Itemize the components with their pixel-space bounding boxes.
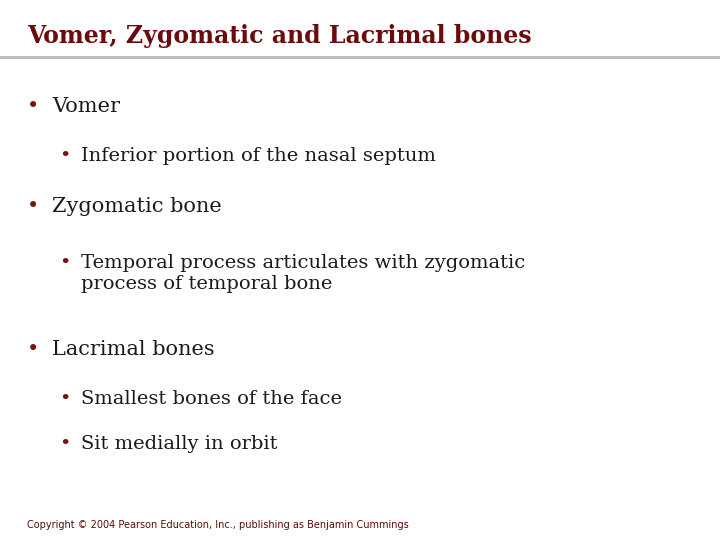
Text: Zygomatic bone: Zygomatic bone <box>52 197 222 216</box>
Text: Vomer, Zygomatic and Lacrimal bones: Vomer, Zygomatic and Lacrimal bones <box>27 24 532 48</box>
Text: •: • <box>27 340 40 359</box>
Text: Copyright © 2004 Pearson Education, Inc., publishing as Benjamin Cummings: Copyright © 2004 Pearson Education, Inc.… <box>27 520 409 530</box>
Text: Sit medially in orbit: Sit medially in orbit <box>81 435 277 453</box>
Text: Vomer: Vomer <box>52 97 120 116</box>
Text: Temporal process articulates with zygomatic
process of temporal bone: Temporal process articulates with zygoma… <box>81 254 525 293</box>
Text: •: • <box>59 390 71 408</box>
Text: Lacrimal bones: Lacrimal bones <box>52 340 215 359</box>
Text: •: • <box>59 147 71 165</box>
Text: •: • <box>59 435 71 453</box>
Text: •: • <box>27 97 40 116</box>
Text: •: • <box>27 197 40 216</box>
Text: •: • <box>59 254 71 272</box>
Text: Smallest bones of the face: Smallest bones of the face <box>81 390 341 408</box>
Text: Inferior portion of the nasal septum: Inferior portion of the nasal septum <box>81 147 436 165</box>
